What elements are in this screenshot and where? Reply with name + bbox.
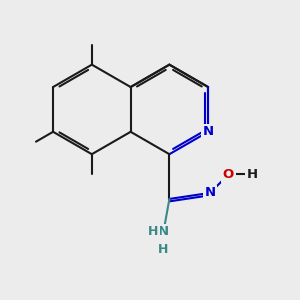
Text: N: N xyxy=(202,125,214,138)
Text: N: N xyxy=(158,226,169,238)
Text: O: O xyxy=(223,168,234,181)
Text: H: H xyxy=(158,243,169,256)
Text: N: N xyxy=(205,186,216,199)
Text: H: H xyxy=(246,168,258,181)
Text: H: H xyxy=(148,226,158,238)
